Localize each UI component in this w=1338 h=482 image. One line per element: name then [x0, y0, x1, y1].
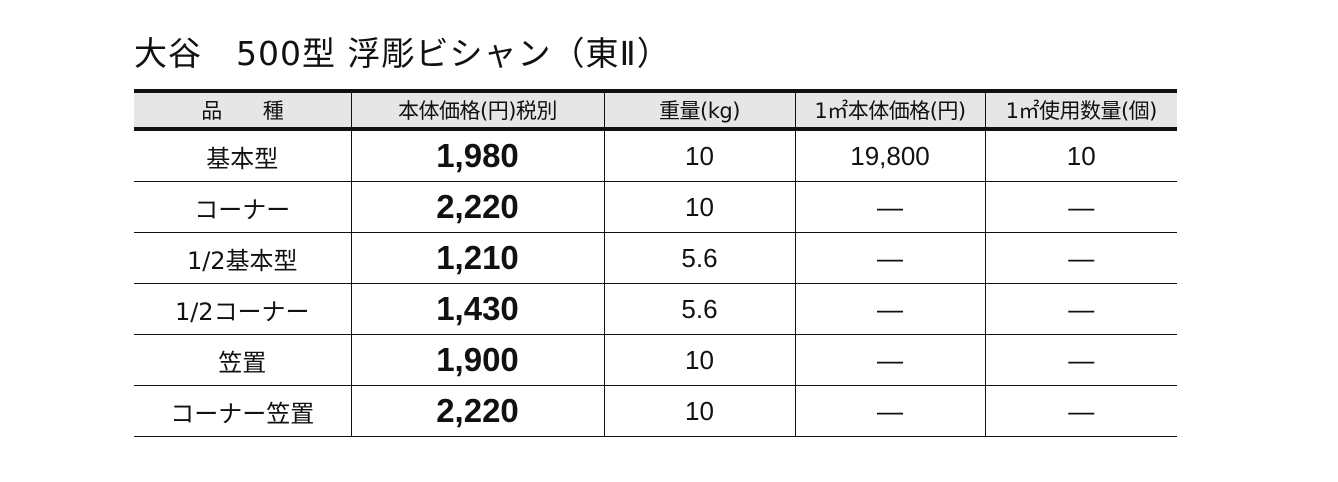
table-header-row: 品 種 本体価格(円)税別 重量(kg) 1㎡本体価格(円) 1㎡使用数量(個) — [134, 89, 1177, 131]
sqm-qty-cell: — — [984, 283, 1177, 335]
table-row: 基本型 1,980 10 19,800 10 — [134, 129, 1177, 182]
header-sqm-price: 1㎡本体価格(円) — [794, 89, 985, 131]
header-item: 品 種 — [134, 89, 351, 131]
sqm-price-cell: — — [794, 334, 985, 386]
table-row: コーナー 2,220 10— — — [134, 181, 1177, 233]
sqm-qty-cell: — — [984, 232, 1177, 284]
sqm-price-cell: — — [794, 181, 985, 233]
weight-cell: 10 — [603, 334, 795, 386]
sqm-qty-cell: — — [984, 385, 1177, 437]
weight-cell: 5.6 — [603, 283, 795, 335]
item-name-cell: コーナー — [134, 181, 351, 233]
sqm-price-cell: — — [794, 283, 985, 335]
item-name-cell: コーナー笠置 — [134, 385, 351, 437]
sqm-qty-cell: 10 — [984, 129, 1177, 182]
header-weight: 重量(kg) — [603, 89, 795, 131]
table-row: コーナー笠置 2,220 10— — — [134, 385, 1177, 437]
sqm-price-cell: — — [794, 232, 985, 284]
price-table: 品 種 本体価格(円)税別 重量(kg) 1㎡本体価格(円) 1㎡使用数量(個)… — [134, 89, 1177, 437]
weight-cell: 10 — [603, 385, 795, 437]
item-name-cell: 基本型 — [134, 129, 351, 182]
header-sqm-qty: 1㎡使用数量(個) — [984, 89, 1177, 131]
weight-cell: 10 — [603, 129, 795, 182]
header-price: 本体価格(円)税別 — [350, 89, 604, 131]
item-name-cell: 1/2基本型 — [134, 232, 351, 284]
table-row: 1/2基本型 1,210 5.6— — — [134, 232, 1177, 284]
price-cell: 1,430 — [350, 283, 604, 335]
item-name-cell: 笠置 — [134, 334, 351, 386]
sqm-qty-cell: — — [984, 181, 1177, 233]
page-title: 大谷 500型 浮彫ビシャン（東Ⅱ） — [134, 34, 671, 73]
price-cell: 1,210 — [350, 232, 604, 284]
table-row: 1/2コーナー 1,430 5.6— — — [134, 283, 1177, 335]
price-cell: 2,220 — [350, 385, 604, 437]
price-cell: 1,900 — [350, 334, 604, 386]
weight-cell: 10 — [603, 181, 795, 233]
sqm-price-cell: 19,800 — [794, 129, 985, 182]
sqm-price-cell: — — [794, 385, 985, 437]
price-cell: 2,220 — [350, 181, 604, 233]
weight-cell: 5.6 — [603, 232, 795, 284]
table-row: 笠置 1,900 10— — — [134, 334, 1177, 386]
price-cell: 1,980 — [350, 129, 604, 182]
item-name-cell: 1/2コーナー — [134, 283, 351, 335]
sqm-qty-cell: — — [984, 334, 1177, 386]
